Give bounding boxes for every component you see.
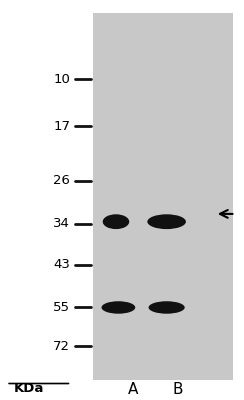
Ellipse shape — [103, 214, 129, 229]
Ellipse shape — [102, 301, 135, 314]
Text: KDa: KDa — [13, 382, 44, 394]
Text: 72: 72 — [53, 340, 70, 353]
Text: 34: 34 — [53, 217, 70, 230]
Text: 17: 17 — [53, 120, 70, 133]
Text: 43: 43 — [53, 258, 70, 271]
Text: B: B — [172, 382, 183, 396]
Ellipse shape — [149, 301, 185, 314]
Text: A: A — [128, 382, 138, 396]
Text: 26: 26 — [53, 174, 70, 187]
Text: 10: 10 — [53, 73, 70, 86]
Ellipse shape — [147, 214, 186, 229]
Text: 55: 55 — [53, 301, 70, 314]
Bar — [93, 13, 233, 380]
